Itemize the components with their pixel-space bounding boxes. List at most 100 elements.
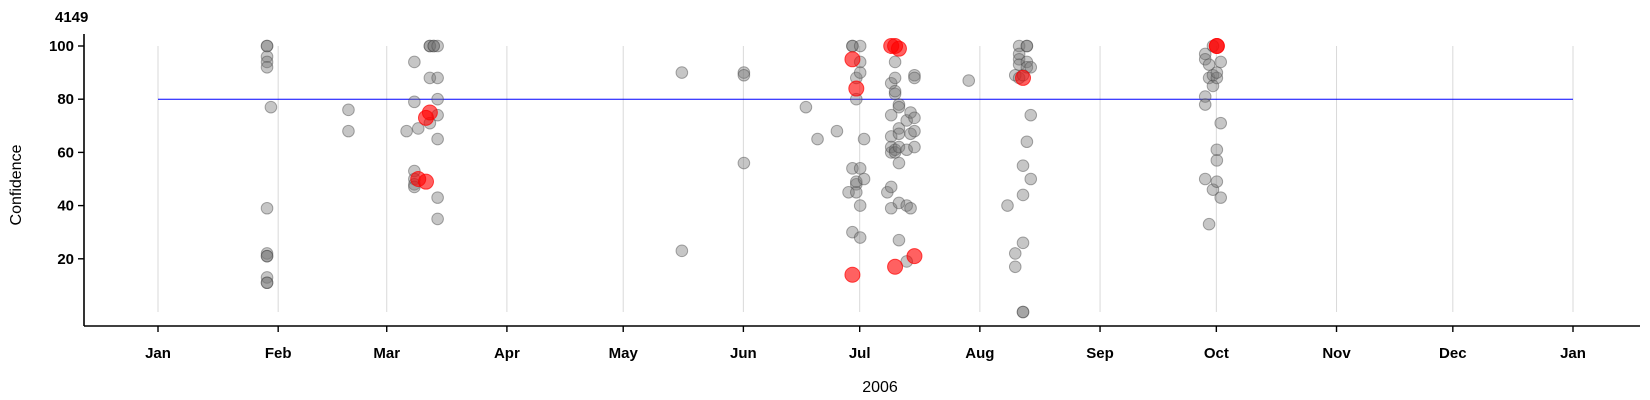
x-tick-label: Jan	[145, 345, 171, 362]
data-point	[431, 92, 444, 106]
data-point	[884, 140, 898, 154]
data-point	[892, 233, 906, 247]
y-tick-label: 60	[57, 144, 74, 161]
data-point	[904, 201, 917, 215]
highlighted-data-point	[887, 258, 904, 275]
data-point	[260, 201, 274, 215]
data-point	[892, 156, 906, 170]
highlighted-data-point	[844, 266, 861, 283]
chart-title: 4149	[55, 9, 88, 26]
data-point	[888, 84, 902, 98]
data-point	[850, 178, 863, 191]
data-point	[904, 127, 917, 141]
data-point	[1020, 135, 1034, 149]
data-point	[1210, 66, 1224, 79]
data-point	[892, 100, 906, 114]
x-axis-label: 2006	[862, 379, 898, 396]
data-point	[799, 100, 813, 114]
data-point	[423, 39, 437, 53]
data-point	[1206, 183, 1220, 196]
data-point	[908, 124, 921, 138]
data-point	[1214, 116, 1228, 130]
data-point	[1020, 55, 1034, 69]
highlighted-data-point	[421, 104, 438, 121]
data-point	[1012, 47, 1026, 61]
data-point	[853, 39, 867, 53]
data-point	[853, 162, 867, 175]
x-tick-label: Sep	[1086, 345, 1114, 362]
x-tick-label: Feb	[265, 345, 292, 362]
data-point	[260, 55, 274, 69]
data-point	[408, 55, 421, 69]
x-tick-label: Jul	[849, 345, 871, 362]
highlighted-data-point	[1015, 69, 1032, 86]
data-point	[908, 68, 921, 82]
data-point	[260, 271, 274, 284]
data-point	[1016, 305, 1030, 319]
data-point	[1206, 68, 1220, 82]
y-axis-ticks: 20 40 60 80 100	[49, 38, 84, 268]
data-point	[260, 39, 274, 53]
data-point	[1214, 55, 1228, 69]
data-point	[884, 108, 898, 122]
data-point	[264, 100, 278, 114]
data-point	[900, 114, 914, 127]
data-point	[888, 71, 902, 85]
data-point	[411, 122, 425, 135]
data-point	[892, 127, 906, 141]
grid	[157, 46, 1574, 312]
data-point	[853, 66, 867, 79]
data-point	[904, 106, 917, 119]
x-tick-label: Aug	[965, 345, 994, 362]
x-tick-label: Oct	[1204, 345, 1229, 362]
y-tick-label: 40	[57, 198, 74, 215]
y-axis-label: Confidence	[8, 144, 25, 225]
highlighted-data-point	[906, 248, 923, 265]
data-point	[888, 55, 902, 69]
data-point	[1016, 305, 1030, 319]
data-point	[811, 132, 824, 146]
data-point	[675, 66, 689, 79]
data-point	[260, 247, 274, 260]
data-point	[1202, 71, 1216, 85]
data-point	[850, 186, 863, 199]
data-point	[1206, 79, 1220, 93]
data-point	[260, 50, 274, 63]
data-point	[830, 124, 844, 138]
data-point	[1024, 108, 1038, 122]
data-point	[408, 95, 421, 109]
data-point	[260, 60, 274, 74]
data-point	[1210, 143, 1224, 157]
y-tick-label: 20	[57, 251, 74, 268]
data-point	[962, 74, 976, 87]
data-point	[1210, 71, 1224, 85]
data-point	[1016, 236, 1030, 250]
data-point	[423, 39, 437, 53]
data-point	[1210, 154, 1224, 167]
data-point	[888, 143, 902, 157]
data-point	[737, 156, 751, 170]
x-tick-label: Jun	[730, 345, 757, 362]
data-point	[908, 111, 921, 125]
data-point	[1024, 60, 1038, 74]
data-point	[431, 191, 444, 204]
x-tick-label: Jan	[1560, 345, 1586, 362]
data-point	[892, 196, 906, 210]
data-point	[342, 124, 355, 138]
data-point	[1198, 53, 1212, 66]
y-tick-label: 80	[57, 91, 74, 108]
data-point	[431, 212, 444, 226]
highlighted-data-point	[890, 40, 907, 57]
y-tick-label: 100	[49, 38, 74, 55]
data-point	[884, 201, 898, 215]
data-point	[1198, 98, 1212, 111]
data-point	[892, 122, 906, 135]
data-point	[1020, 39, 1034, 53]
data-point	[400, 124, 413, 138]
data-point	[260, 276, 274, 290]
data-point	[884, 130, 898, 143]
data-point	[850, 175, 863, 188]
data-point	[846, 162, 859, 175]
highlighted-data-point	[848, 80, 865, 97]
